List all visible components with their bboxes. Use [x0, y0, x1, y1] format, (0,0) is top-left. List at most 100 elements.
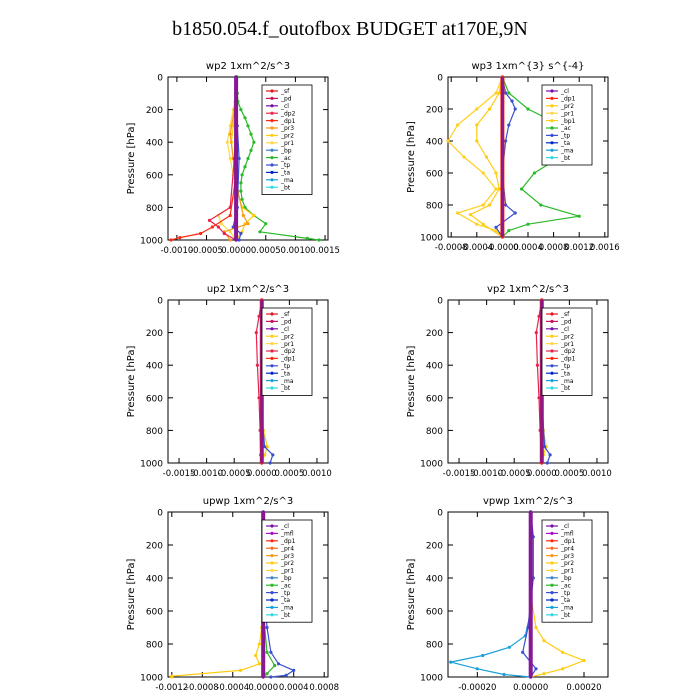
legend-label: _pr3 [280, 553, 294, 560]
legend-label: _ma [280, 605, 294, 612]
legend-label: _pr1 [280, 341, 294, 348]
legend-marker [550, 379, 554, 383]
data-point [240, 173, 244, 177]
legend-marker [270, 148, 274, 152]
legend-label: _pr3 [560, 553, 574, 560]
legend-marker [550, 561, 554, 565]
legend-label: _bp [280, 147, 292, 154]
legend-label: _pr2 [560, 103, 574, 110]
x-tick-label: -0.0010 [470, 469, 503, 479]
chart-title: wp3 1xm^{3} s^{-4} [471, 61, 584, 72]
data-point [446, 139, 450, 143]
chart-title: up2 1xm^2/s^3 [207, 284, 289, 295]
y-axis-label: Pressure [hPa] [126, 346, 137, 418]
legend-marker [550, 133, 554, 137]
y-tick-label: 200 [146, 329, 163, 339]
series-line [170, 77, 237, 241]
figure-title: b1850.054.f_outofbox BUDGET at170E,9N [172, 18, 528, 40]
x-tick-label: -0.0015 [443, 469, 476, 479]
legend-marker [270, 133, 274, 137]
y-tick-label: 200 [426, 329, 443, 339]
x-tick-label: 0.0012 [564, 243, 594, 253]
data-point [456, 123, 460, 127]
data-point [534, 625, 538, 630]
data-point [237, 156, 241, 161]
legend-label: _pd [560, 319, 572, 326]
data-point [239, 181, 243, 185]
x-tick-label: 0.0005 [275, 469, 305, 479]
y-tick-label: 600 [426, 170, 443, 180]
plot-frame [167, 76, 329, 241]
y-tick-label: 600 [146, 394, 163, 404]
data-point [219, 222, 223, 226]
legend-marker [270, 598, 274, 602]
legend-marker [550, 364, 554, 368]
legend-marker [550, 126, 554, 130]
data-point [178, 236, 182, 240]
legend-label: _cl [280, 103, 289, 110]
data-point [475, 139, 479, 143]
x-tick-label: 0.0016 [590, 243, 620, 253]
y-tick-label: 200 [146, 106, 163, 116]
legend-marker [270, 96, 274, 100]
plot-frame [167, 299, 329, 464]
legend-label: _tp [280, 363, 290, 370]
data-point [231, 225, 235, 229]
data-point [317, 238, 321, 242]
legend-marker [270, 141, 274, 145]
y-tick-label: 200 [426, 106, 443, 116]
data-point [252, 213, 256, 218]
series-line [469, 76, 503, 238]
legend-marker [550, 148, 554, 152]
legend-label: _pr1 [560, 568, 574, 575]
x-tick-label: 0.0000 [221, 246, 251, 256]
data-point [292, 668, 296, 673]
legend-marker [270, 178, 274, 182]
legend-label: _pr4 [560, 545, 574, 552]
legend-marker [550, 119, 554, 123]
legend-label: _pr2 [280, 333, 294, 340]
legend-marker [550, 356, 554, 360]
legend-marker [270, 605, 274, 610]
legend-marker [270, 312, 274, 316]
legend-marker [550, 613, 554, 617]
data-point [276, 662, 281, 666]
y-axis-label: Pressure [hPa] [126, 123, 137, 195]
y-tick-label: 400 [146, 575, 163, 585]
series-line [171, 512, 264, 677]
y-tick-label: 1000 [420, 460, 443, 470]
data-point [475, 667, 479, 671]
x-tick-label: 0.0004 [513, 243, 543, 253]
legend-label: _dp1 [560, 356, 576, 363]
x-tick-label: 0.00000 [513, 683, 548, 693]
legend-marker [270, 327, 274, 331]
legend-marker [270, 576, 274, 580]
legend-marker [270, 591, 274, 595]
legend-box [261, 84, 313, 195]
data-point [561, 650, 565, 654]
legend-label: _tp [560, 590, 570, 597]
data-point [481, 653, 485, 658]
legend-label: _bp [560, 575, 572, 582]
data-point [222, 231, 226, 236]
legend-marker [550, 576, 554, 580]
data-point [497, 91, 501, 95]
legend-label: _pr3 [280, 125, 294, 132]
chart-panel-1: wp2 1xm^2/s^3 Pressure [hPa] 0 200 400 600 800… [126, 61, 340, 256]
data-point [246, 156, 250, 161]
y-tick-label: 400 [426, 138, 443, 148]
legend-label: _ta [280, 597, 290, 604]
legend-label: _bp1 [560, 118, 576, 125]
chart-title: vp2 1xm^2/s^3 [487, 284, 569, 295]
data-point [507, 645, 511, 649]
legend-marker [550, 546, 554, 550]
series-line [450, 512, 532, 678]
data-point [507, 123, 511, 127]
legend-marker [270, 379, 274, 383]
y-tick-label: 200 [146, 542, 163, 552]
y-tick-label: 400 [146, 139, 163, 149]
legend-box [541, 519, 593, 623]
x-tick-label: 0.0010 [281, 246, 311, 256]
legend-box [261, 519, 313, 623]
data-point [255, 363, 259, 367]
